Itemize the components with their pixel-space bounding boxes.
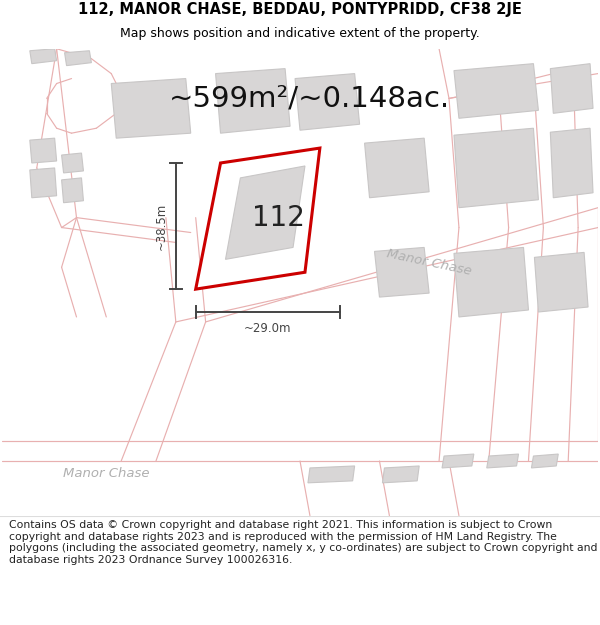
Polygon shape (532, 454, 558, 468)
Polygon shape (308, 466, 355, 483)
Polygon shape (550, 64, 593, 113)
Polygon shape (226, 166, 305, 259)
Polygon shape (535, 253, 588, 312)
Text: ~38.5m: ~38.5m (155, 202, 168, 250)
Polygon shape (442, 454, 474, 468)
Polygon shape (30, 168, 56, 198)
Polygon shape (454, 248, 529, 317)
Text: 112, MANOR CHASE, BEDDAU, PONTYPRIDD, CF38 2JE: 112, MANOR CHASE, BEDDAU, PONTYPRIDD, CF… (78, 2, 522, 18)
Polygon shape (550, 128, 593, 198)
Polygon shape (365, 138, 429, 198)
Text: Manor Chase: Manor Chase (63, 468, 149, 481)
Polygon shape (454, 64, 538, 118)
Text: Manor Chase: Manor Chase (385, 247, 473, 278)
Polygon shape (65, 51, 91, 66)
Polygon shape (215, 69, 290, 133)
Polygon shape (295, 74, 359, 130)
Polygon shape (30, 49, 56, 64)
Polygon shape (382, 466, 419, 483)
Text: Map shows position and indicative extent of the property.: Map shows position and indicative extent… (120, 27, 480, 40)
Text: Contains OS data © Crown copyright and database right 2021. This information is : Contains OS data © Crown copyright and d… (9, 520, 598, 565)
Text: ~599m²/~0.148ac.: ~599m²/~0.148ac. (169, 84, 451, 112)
Polygon shape (30, 138, 56, 163)
Polygon shape (196, 148, 320, 289)
Polygon shape (487, 454, 518, 468)
Text: ~29.0m: ~29.0m (244, 322, 292, 335)
Polygon shape (111, 79, 191, 138)
Polygon shape (454, 128, 538, 208)
Polygon shape (62, 178, 83, 202)
Text: 112: 112 (252, 204, 305, 232)
Polygon shape (374, 248, 429, 297)
Polygon shape (62, 153, 83, 173)
